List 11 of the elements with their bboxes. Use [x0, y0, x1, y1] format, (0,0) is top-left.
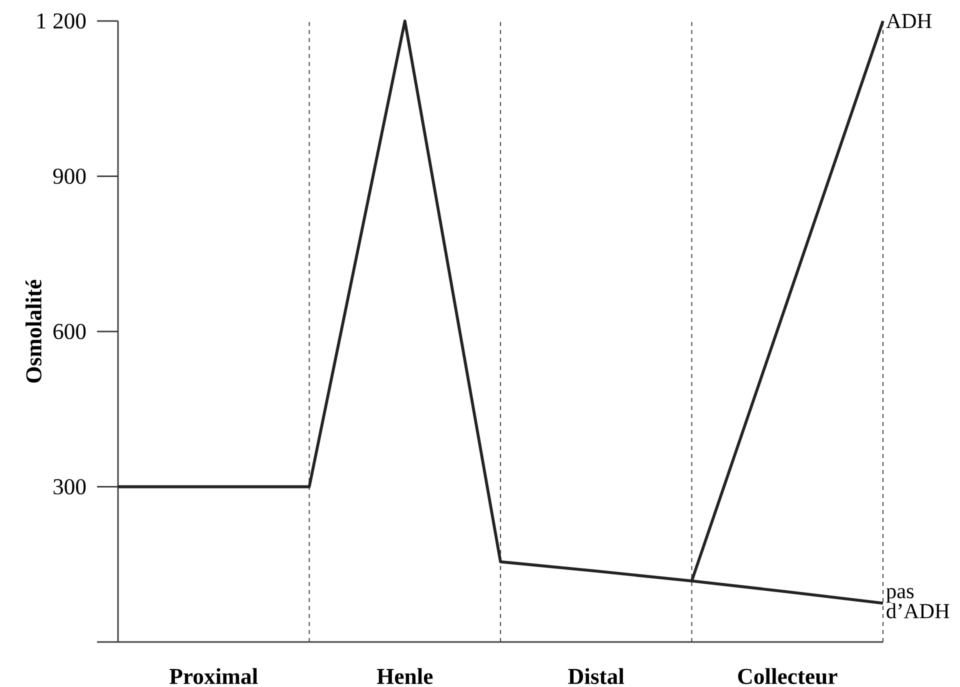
x-tick-label: Distal [568, 668, 624, 684]
y-tick-label: 1 200 [38, 13, 86, 29]
y-tick-label: 600 [54, 324, 86, 340]
x-tick-label: Collecteur [738, 668, 838, 684]
x-tick-label: Proximal [170, 668, 258, 684]
x-tick-label: Henle [376, 668, 433, 684]
y-axis-title: Osmolalité [26, 280, 42, 383]
y-tick-label: 900 [53, 168, 86, 184]
series-label: ADH [886, 14, 932, 28]
y-tick-label: 300 [54, 479, 86, 494]
series-label: pas d’ADH [886, 588, 950, 618]
